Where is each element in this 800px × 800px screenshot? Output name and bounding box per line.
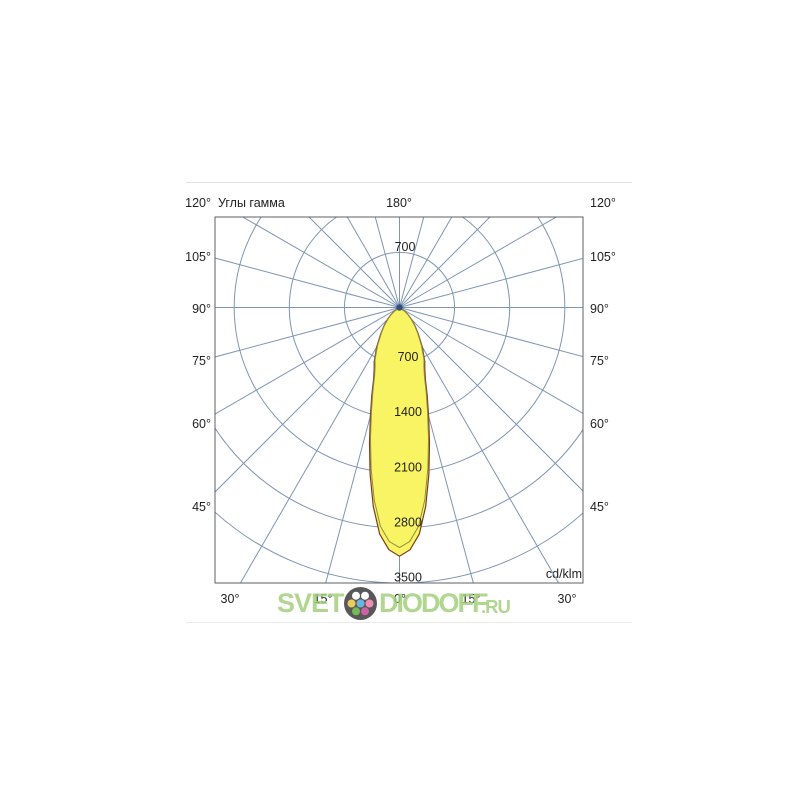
gamma-label-120-right: 120° xyxy=(590,196,616,210)
gamma-tick-label-left: 45° xyxy=(192,500,211,514)
gamma-tick-label-right: 105° xyxy=(590,250,616,264)
gamma-tick-label-right: 90° xyxy=(590,302,609,316)
angle-ray xyxy=(215,307,400,358)
gamma-tick-label-right: 45° xyxy=(590,500,609,514)
angle-ray xyxy=(399,307,583,415)
gamma-tick-label-right: 75° xyxy=(590,354,609,368)
gamma-tick-label-bottom: 30° xyxy=(221,592,240,606)
gamma-tick-label-bottom: 15° xyxy=(462,592,481,606)
angle-ray xyxy=(399,217,558,308)
angle-ray xyxy=(346,217,400,308)
gamma-label-180: 180° xyxy=(386,196,412,210)
gamma-tick-label-bottom: 0° xyxy=(394,592,406,606)
angle-ray xyxy=(215,307,400,415)
image-bottom-edge xyxy=(186,622,632,623)
image-top-edge xyxy=(186,182,632,183)
angle-ray xyxy=(308,217,400,308)
gamma-tick-label-left: 90° xyxy=(192,302,211,316)
chart-border xyxy=(214,216,584,584)
chart-title: Углы гамма xyxy=(218,196,285,210)
angle-ray xyxy=(399,307,583,358)
intensity-curve-c90-c270 xyxy=(369,306,430,549)
angle-ray xyxy=(241,217,400,308)
angle-ray xyxy=(399,217,453,308)
radial-tick-label: 1400 xyxy=(394,405,422,419)
angle-ray xyxy=(215,307,400,493)
gamma-tick-label-right: 60° xyxy=(590,417,609,431)
angle-ray xyxy=(399,217,425,308)
angle-ray xyxy=(215,257,400,308)
radial-tick-label: 700 xyxy=(398,350,419,364)
gamma-tick-label-bottom: 30° xyxy=(558,592,577,606)
gamma-label-120-left: 120° xyxy=(185,196,211,210)
angle-ray xyxy=(399,307,583,492)
angle-ray xyxy=(399,217,491,308)
angle-ray xyxy=(239,307,400,583)
angle-ray xyxy=(399,307,560,583)
gamma-tick-label-bottom: 15° xyxy=(314,592,333,606)
angle-ray xyxy=(374,217,400,308)
gamma-tick-label-left: 105° xyxy=(185,250,211,264)
gamma-tick-label-left: 75° xyxy=(192,354,211,368)
radial-tick-label: 2800 xyxy=(394,515,422,529)
radial-tick-label: 2100 xyxy=(394,460,422,474)
gamma-tick-label-left: 60° xyxy=(192,417,211,431)
radial-tick-label: 3500 xyxy=(394,571,422,585)
polar-center-dot xyxy=(396,304,403,311)
angle-ray xyxy=(399,257,583,308)
radial-tick-label: 700 xyxy=(395,240,416,254)
